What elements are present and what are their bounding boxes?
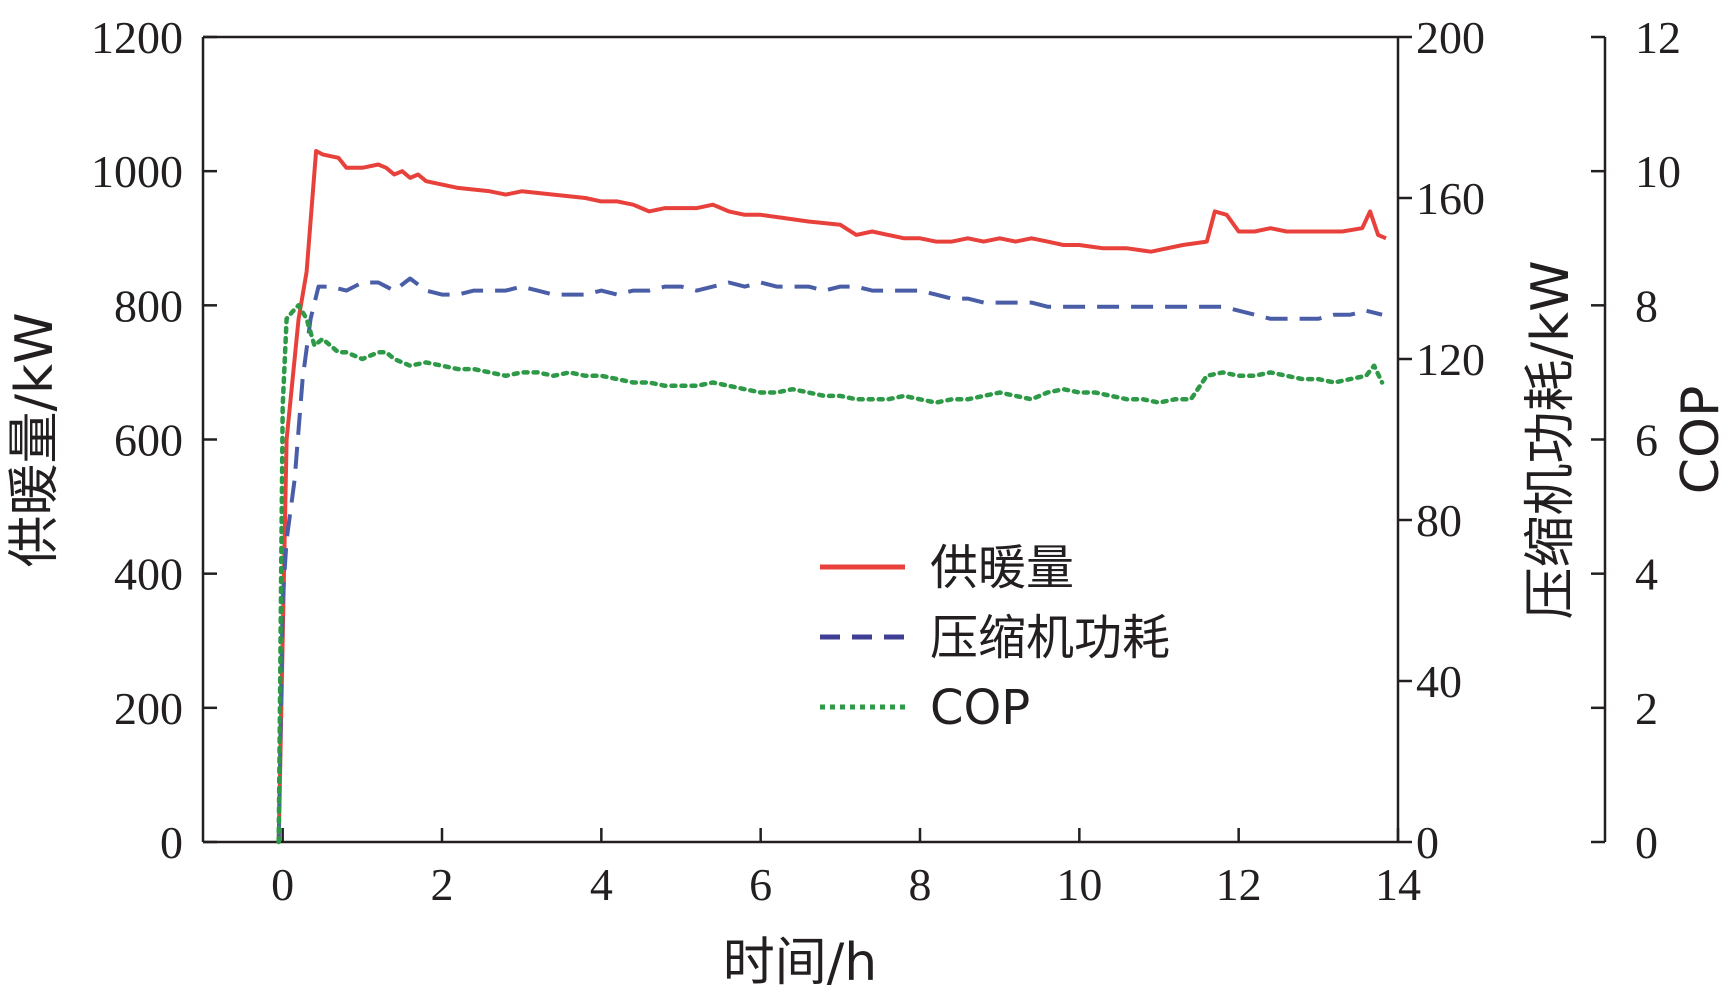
- plot-frame: [201, 35, 1607, 844]
- right-y-1-tick-label: 40: [1416, 656, 1462, 707]
- right-y-1-tick-label: 120: [1416, 334, 1485, 385]
- x-tick-label: 4: [590, 859, 613, 910]
- left-y-tick-label: 200: [114, 683, 183, 734]
- right-y-axis-2-title: COP: [1671, 386, 1731, 495]
- legend-label-heating: 供暖量: [930, 540, 1074, 596]
- x-tick-label: 2: [431, 859, 454, 910]
- left-y-tick-label: 800: [114, 280, 183, 331]
- right-y-1-tick-label: 200: [1416, 12, 1485, 63]
- left-y-axis-title: 供暖量/kW: [5, 312, 65, 567]
- legend: 供暖量 压缩机功耗 COP: [820, 540, 1170, 736]
- left-y-tick-label: 600: [114, 415, 183, 466]
- right-y-2-tick-label: 6: [1635, 415, 1658, 466]
- right-y-2-tick-label: 10: [1635, 146, 1681, 197]
- x-tick-label: 14: [1375, 859, 1421, 910]
- left-y-tick-label: 1000: [91, 146, 183, 197]
- x-tick-label: 12: [1216, 859, 1262, 910]
- heating-series-line: [276, 149, 1387, 843]
- x-tick-label: 10: [1056, 859, 1102, 910]
- cop-series-line: [276, 303, 1385, 845]
- right-y-1-tick-label: 0: [1416, 817, 1439, 868]
- right-y-axis-1-title: 压缩机功耗/kW: [1521, 260, 1581, 619]
- x-tick-label: 8: [909, 859, 932, 910]
- legend-label-cop: COP: [930, 680, 1030, 736]
- right-y-1-tick-label: 160: [1416, 173, 1485, 224]
- x-tick-label: 6: [749, 859, 772, 910]
- right-y-2-tick-label: 2: [1635, 683, 1658, 734]
- x-tick-label: 0: [271, 859, 294, 910]
- left-y-tick-label: 400: [114, 549, 183, 600]
- left-y-tick-label: 0: [160, 817, 183, 868]
- ticks-layer: 0 2 4 6 8 10 12 1402004006008001000120004080120…: [91, 12, 1681, 910]
- legend-label-compressor: 压缩机功耗: [930, 610, 1170, 666]
- right-y-2-tick-label: 0: [1635, 817, 1658, 868]
- right-y-1-tick-label: 80: [1416, 495, 1462, 546]
- right-y-2-tick-label: 12: [1635, 12, 1681, 63]
- compressor-series-line: [276, 276, 1383, 843]
- right-y-2-tick-label: 4: [1635, 549, 1658, 600]
- series-layer: [276, 149, 1387, 845]
- left-y-tick-label: 1200: [91, 12, 183, 63]
- x-axis-title: 时间/h: [723, 933, 877, 993]
- right-y-2-tick-label: 8: [1635, 280, 1658, 331]
